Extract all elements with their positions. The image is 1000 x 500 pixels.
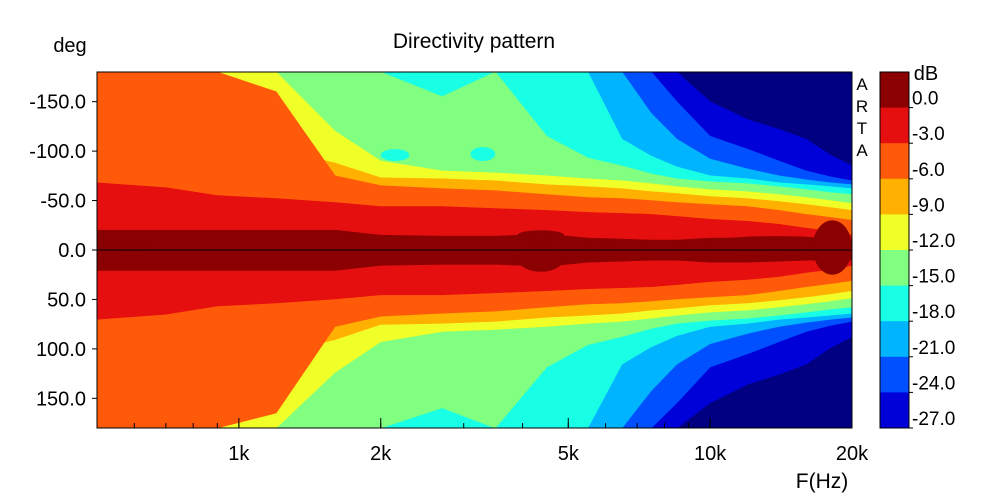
- x-tick-label: 20k: [836, 443, 869, 465]
- contour-spot-5: [812, 220, 852, 275]
- colorbar-label: -18.0: [912, 302, 955, 323]
- colorbar-swatch: [880, 356, 909, 393]
- colorbar-unit: dB: [914, 63, 938, 85]
- colorbar-swatch: [880, 250, 909, 287]
- x-tick-label: 5k: [558, 443, 580, 465]
- watermark-letter: T: [857, 119, 867, 138]
- y-tick-label: -50.0: [40, 191, 86, 213]
- colorbar-label: -9.0: [912, 195, 945, 216]
- y-tick-label: 0.0: [58, 240, 86, 262]
- y-axis-label: deg: [53, 35, 86, 57]
- colorbar-label: 0.0: [912, 89, 938, 110]
- y-tick-label: 50.0: [47, 289, 86, 311]
- contour-spot-6: [380, 149, 410, 161]
- watermark-letter: R: [856, 97, 868, 116]
- chart-title: Directivity pattern: [393, 30, 555, 53]
- contour-spot-2: [105, 245, 160, 252]
- y-tick-label: -100.0: [29, 141, 86, 163]
- colorbar-swatch: [880, 321, 909, 358]
- colorbar-label: -6.0: [912, 160, 945, 181]
- heatmap-plot-area: [97, 72, 852, 428]
- colorbar-swatch: [880, 72, 909, 109]
- colorbar-label: -15.0: [912, 267, 955, 288]
- colorbar: 0.0 -3.0 -6.0 -9.0 -12.0 -15.0 -18.0 -21.0 -24.0…: [879, 71, 955, 430]
- colorbar-frame: [879, 71, 910, 429]
- colorbar-swatch: [880, 285, 909, 322]
- colorbar-label: -12.0: [912, 231, 955, 252]
- colorbar-label: -21.0: [912, 338, 955, 359]
- colorbar-swatch: [880, 214, 909, 251]
- contour-spot-0: [517, 244, 565, 272]
- axes: 1k 2k 5k 10k 20k -150.0 -100.0 -50.0 0.0 50.0 100.…: [29, 71, 869, 465]
- contour-spot-7: [470, 147, 496, 161]
- watermark-letter: A: [856, 75, 868, 94]
- colorbar-label: -27.0: [912, 409, 955, 430]
- x-tick-label: 10k: [694, 443, 727, 465]
- x-axis-label: F(Hz): [796, 470, 848, 493]
- colorbar-swatch: [880, 178, 909, 215]
- colorbar-swatch: [880, 107, 909, 144]
- y-tick-label: 100.0: [36, 339, 86, 361]
- contour-spot-1: [517, 230, 565, 241]
- y-tick-label: 150.0: [36, 388, 86, 410]
- y-tick-label: -150.0: [29, 92, 86, 114]
- colorbar-label: -3.0: [912, 124, 945, 145]
- colorbar-swatch: [880, 392, 909, 429]
- colorbar-swatch: [880, 143, 909, 180]
- colorbar-label: -24.0: [912, 373, 955, 394]
- watermark-letter: A: [856, 141, 868, 160]
- x-tick-label: 1k: [228, 443, 250, 465]
- x-tick-label: 2k: [370, 443, 392, 465]
